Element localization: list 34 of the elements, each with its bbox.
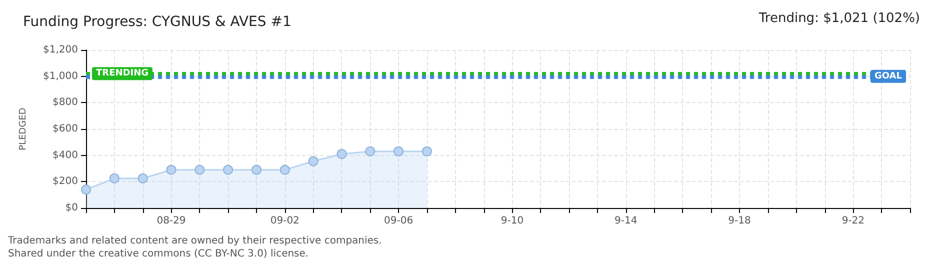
- point: [109, 173, 120, 184]
- x-tick-label: 9-14: [614, 216, 638, 226]
- point: [280, 164, 290, 175]
- text: Shared under the creative commons (CC BY-NC 3.0) license.: [8, 248, 309, 260]
- x-tick-label: 09-02: [270, 216, 300, 226]
- x-tick-label: 9-22: [842, 216, 865, 226]
- x-tick-label: 08-29: [156, 216, 186, 226]
- point: [251, 164, 262, 175]
- point: [223, 164, 234, 175]
- point: [422, 146, 432, 156]
- x-tick-label: 9-18: [728, 216, 751, 226]
- ref-line-label: TRENDING: [96, 68, 148, 79]
- point: [166, 164, 176, 175]
- point: [394, 146, 404, 156]
- point: [365, 146, 376, 156]
- y-tick-label: $1,000: [43, 70, 78, 82]
- y-tick-label: $1,200: [43, 44, 78, 56]
- point: [194, 164, 205, 175]
- y-tick-label: $400: [52, 150, 78, 161]
- text: Trending: $1,021 (102%): [758, 11, 920, 26]
- y-tick-label: $600: [52, 124, 78, 134]
- y-tick-label: $200: [52, 176, 78, 188]
- x-tick-label: 9-10: [500, 216, 524, 226]
- x-tick-label: 09-06: [384, 216, 414, 226]
- y-tick-label: $800: [52, 97, 78, 108]
- y-tick-label: $0: [65, 202, 78, 214]
- text: Trademarks and related content are owned by their respective companies.: [7, 236, 382, 246]
- y-axis-title: PLEDGED: [18, 108, 28, 150]
- point: [308, 156, 318, 166]
- point: [81, 184, 91, 195]
- point: [336, 149, 347, 160]
- chart-title: Funding Progress: CYGNUS & AVES #1: [23, 14, 292, 30]
- point: [138, 173, 148, 184]
- ref-line-label: GOAL: [874, 71, 902, 82]
